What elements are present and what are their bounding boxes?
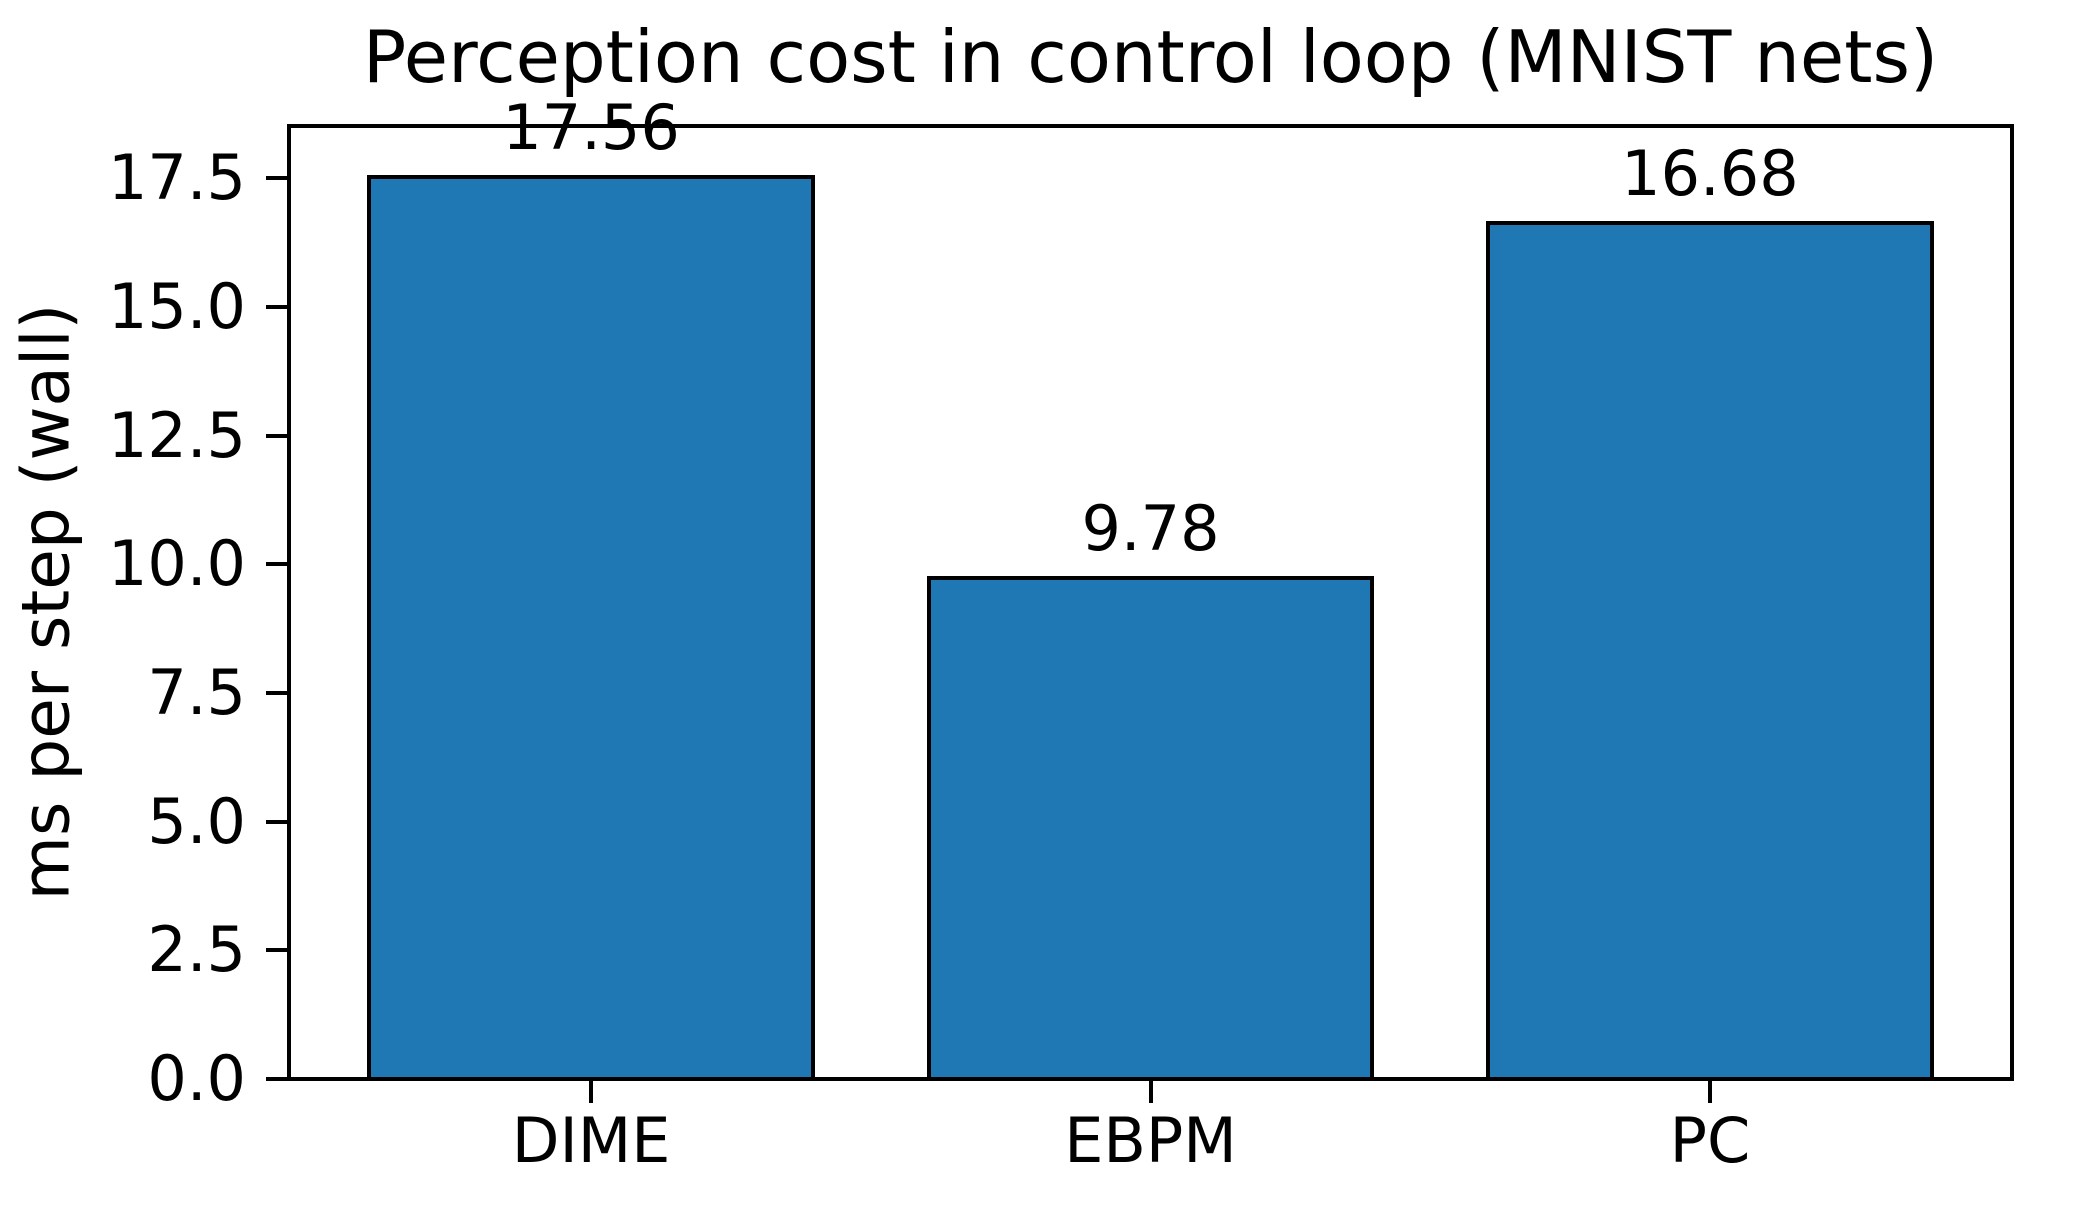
y-tick-mark (266, 176, 289, 181)
y-tick-mark (266, 433, 289, 438)
y-tick-label: 5.0 (147, 784, 246, 858)
x-category-label: EBPM (1064, 1104, 1237, 1177)
chart-title: Perception cost in control loop (MNIST n… (362, 15, 1939, 99)
x-category-label: DIME (511, 1104, 671, 1177)
x-tick-mark (589, 1081, 594, 1103)
x-tick-mark (1148, 1081, 1153, 1103)
y-tick-label: 15.0 (107, 270, 246, 344)
y-tick-mark (266, 1077, 289, 1081)
y-tick-label: 17.5 (107, 141, 246, 215)
x-tick-mark (1707, 1081, 1712, 1103)
y-tick-mark (266, 691, 289, 696)
bar (926, 575, 1375, 1081)
bar-value-label: 9.78 (1081, 491, 1220, 565)
bar (367, 175, 815, 1081)
y-tick-label: 7.5 (147, 656, 246, 730)
y-tick-label: 2.5 (147, 913, 246, 987)
y-tick-mark (266, 819, 289, 824)
x-category-label: PC (1669, 1104, 1751, 1177)
y-tick-mark (266, 562, 289, 567)
y-tick-label: 0.0 (147, 1042, 246, 1115)
bar-value-label: 17.56 (502, 91, 680, 165)
y-tick-label: 12.5 (107, 398, 246, 472)
bar (1486, 220, 1934, 1081)
y-tick-label: 10.0 (107, 527, 246, 601)
bar-value-label: 16.68 (1621, 136, 1799, 210)
y-tick-mark (266, 305, 289, 310)
y-tick-mark (266, 948, 289, 953)
